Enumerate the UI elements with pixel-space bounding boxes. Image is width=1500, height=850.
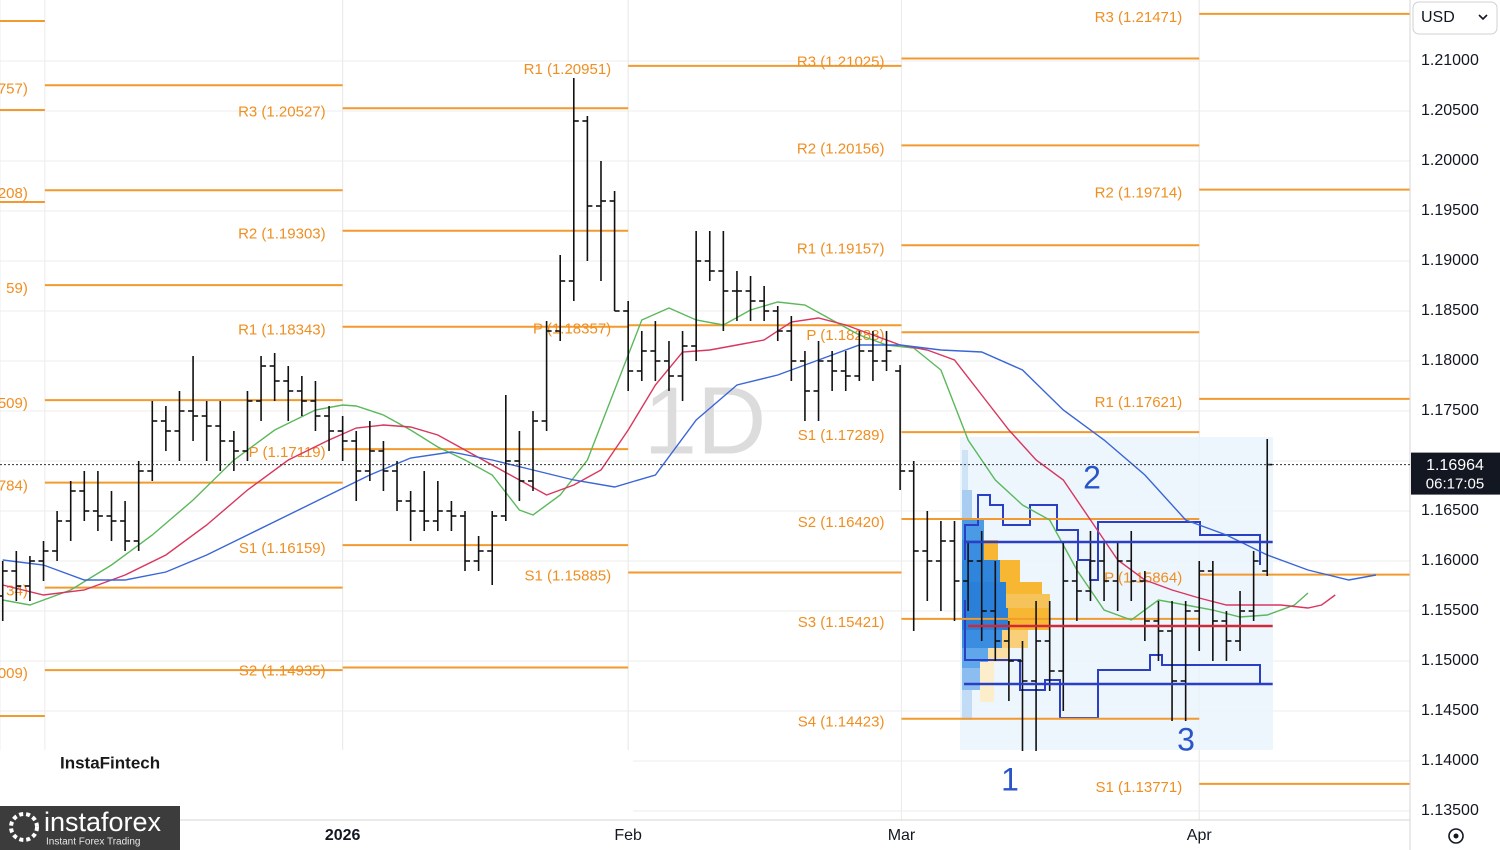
settings-icon[interactable] (1448, 828, 1464, 844)
profile-bar (984, 540, 998, 560)
pivot-label: 009) (0, 665, 28, 682)
y-tick-label: 1.14000 (1421, 752, 1479, 769)
drawn-levels (964, 540, 1273, 686)
pivot-label: R2 (1.20156) (797, 140, 885, 157)
profile-bar (962, 668, 980, 690)
pivot-label: R1 (1.17621) (1095, 394, 1183, 411)
pivot-label: S1 (1.17289) (798, 427, 885, 444)
last-price: 1.16964 06:17:05 (0, 452, 1500, 495)
pivot-label: S2 (1.16420) (798, 514, 885, 531)
pivot-label: R2 (1.19303) (238, 226, 326, 243)
ohlc-bars (0, 78, 1273, 751)
pivot-label: 509) (0, 395, 28, 412)
y-tick-label: 1.20000 (1421, 152, 1479, 169)
y-tick-label: 1.21000 (1421, 52, 1479, 69)
profile-bar (980, 662, 994, 702)
y-tick-label: 1.14500 (1421, 702, 1479, 719)
brand-panel-text: InstaFintech (60, 753, 160, 772)
y-tick-label: 1.19000 (1421, 252, 1479, 269)
pivot-label: P (1.17119) (249, 444, 326, 461)
y-tick-label: 1.15500 (1421, 602, 1479, 619)
y-tick-label: 1.13500 (1421, 802, 1479, 819)
y-tick-label: 1.20500 (1421, 102, 1479, 119)
pivot-label: P (1.18357) (533, 320, 611, 337)
currency-select[interactable]: USD (1412, 1, 1498, 35)
logo: instaforex Instant Forex Trading (0, 806, 180, 850)
countdown-label: 06:17:05 (1426, 476, 1484, 493)
profile-bar (962, 490, 972, 520)
pivot-label: S1 (1.15885) (524, 567, 611, 584)
pivot-label: R3 (1.20527) (238, 103, 326, 120)
pivot-label: 208) (0, 185, 28, 202)
profile-bar (962, 582, 1006, 606)
y-tick-label: 1.18500 (1421, 302, 1479, 319)
x-tick-label: 2026 (325, 827, 361, 844)
profile-bar (1006, 594, 1050, 608)
pivot-label: R1 (1.20951) (524, 61, 612, 78)
pivot-label: S3 (1.15421) (798, 614, 885, 631)
brand-panel (48, 728, 185, 790)
logo-tagline: Instant Forex Trading (46, 837, 141, 848)
x-tick-label: Feb (614, 827, 642, 844)
moving-average (2, 317, 1336, 609)
profile-bar (988, 648, 1010, 662)
y-tick-label: 1.16500 (1421, 502, 1479, 519)
pivot-label: R3 (1.21471) (1095, 9, 1183, 26)
moving-average (2, 344, 1377, 581)
annotation-label: 2 (1083, 459, 1101, 495)
x-tick-label: Apr (1187, 827, 1213, 844)
profile-bar (962, 690, 972, 720)
pivot-levels: 757)208)59)509)784)34)009)R3 (1.20527)R2… (0, 9, 1410, 796)
y-tick-label: 1.19500 (1421, 202, 1479, 219)
last-price-label: 1.16964 (1426, 457, 1484, 474)
profile-bar (962, 450, 968, 490)
pivot-label: R1 (1.19157) (797, 240, 885, 257)
y-tick-label: 1.17500 (1421, 402, 1479, 419)
pivot-label: R3 (1.21025) (797, 53, 885, 70)
pivot-label: S4 (1.14423) (798, 714, 885, 731)
x-axis-area (0, 820, 1410, 850)
profile-bar (1000, 560, 1020, 582)
pivot-label: S1 (1.13771) (1096, 779, 1183, 796)
settings-icon-dot[interactable] (1453, 833, 1459, 839)
pivot-label: R1 (1.18343) (238, 322, 326, 339)
y-axis-area (1410, 0, 1500, 850)
pivot-label: 757) (0, 80, 28, 97)
x-tick-label: Mar (888, 827, 916, 844)
pivot-label: 784) (0, 478, 28, 495)
annotation-label: 3 (1177, 721, 1195, 757)
logo-text: instaforex (44, 807, 162, 837)
profile-bar (1006, 582, 1042, 594)
y-tick-label: 1.15000 (1421, 652, 1479, 669)
logo-icon (9, 812, 39, 842)
y-tick-label: 1.18000 (1421, 352, 1479, 369)
pivot-label: S1 (1.16159) (239, 540, 326, 557)
dropdown-chevron[interactable] (1478, 14, 1488, 21)
currency-text[interactable]: USD (1421, 9, 1455, 26)
pivot-label: S2 (1.14935) (239, 662, 326, 679)
profile-bar (1002, 630, 1028, 648)
pivot-label: 59) (6, 280, 28, 297)
last-price-tag (1411, 452, 1500, 495)
y-tick-label: 1.16000 (1421, 552, 1479, 569)
annotation-label: 1 (1001, 761, 1019, 797)
settings[interactable] (1448, 828, 1464, 844)
currency-dropdown[interactable] (1412, 1, 1498, 35)
volume-profile (960, 437, 1273, 750)
annotations: 1 2 3 (1001, 459, 1195, 797)
pivot-label: R2 (1.19714) (1095, 185, 1183, 202)
watermark: 1D (644, 367, 767, 474)
